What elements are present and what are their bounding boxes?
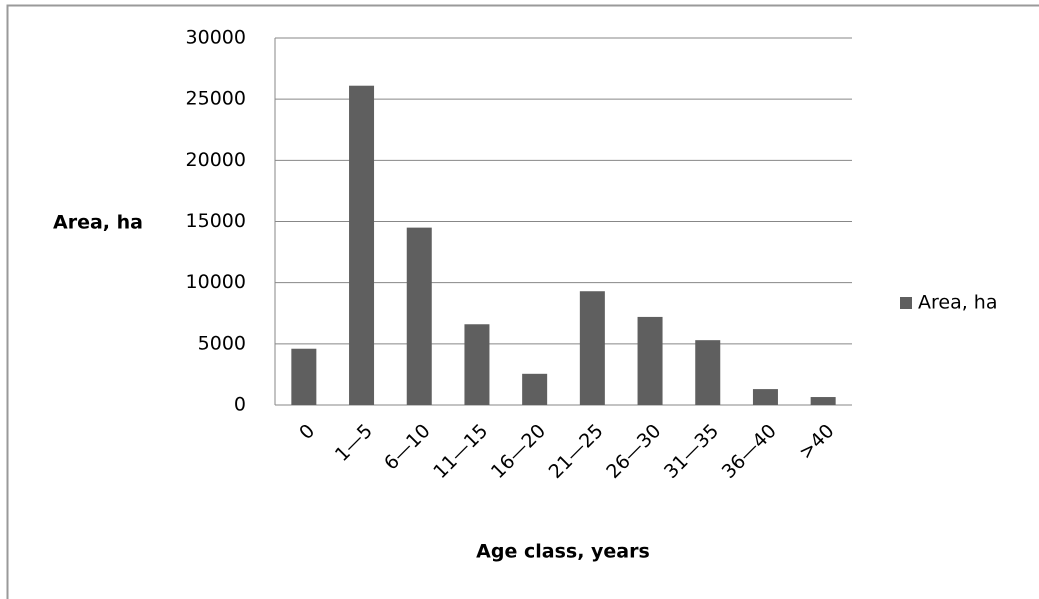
y-tick-label: 20000 [186,149,246,171]
x-tick-label: 21—25 [545,420,608,483]
bar [810,397,836,405]
legend-label: Area, ha [918,292,998,314]
x-tick-label: 16—20 [487,420,550,483]
bar [349,85,375,406]
x-tick-label: 6—10 [380,420,435,475]
x-tick-label: 31—35 [660,420,723,483]
bar [579,291,605,405]
y-tick-label: 10000 [186,271,246,293]
x-tick-label: 26—30 [602,420,665,483]
bar [752,389,778,405]
legend-swatch [900,297,912,309]
x-axis-title: Age class, years [476,541,650,563]
y-tick-label: 15000 [186,210,246,232]
y-tick-label: 25000 [186,88,246,110]
bar [637,316,663,405]
frame [6,4,1039,599]
bar [464,324,490,405]
bar [291,348,317,405]
bar [406,227,432,405]
x-tick-label: 0 [295,420,319,444]
x-tick-label: 1—5 [331,420,377,466]
x-tick-label: 11—15 [429,420,492,483]
bar [695,340,721,405]
y-tick-label: 0 [234,394,246,416]
y-axis-title: Area, ha [53,212,143,234]
y-tick-label: 5000 [198,332,246,354]
y-tick-label: 30000 [186,27,246,49]
x-tick-label: 36—40 [718,420,781,483]
x-tick-label: >40 [795,420,839,464]
bar [522,373,548,405]
